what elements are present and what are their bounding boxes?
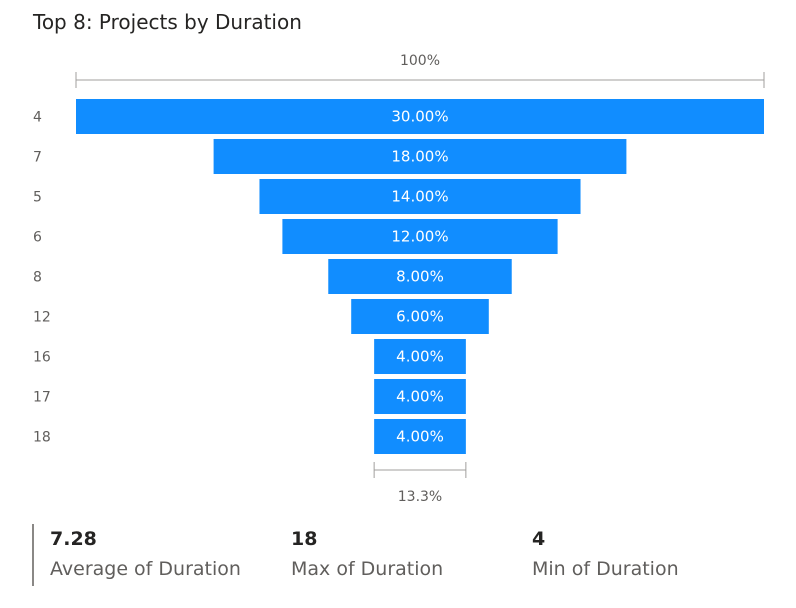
kpi-label: Max of Duration <box>291 558 444 580</box>
category-label: 8 <box>33 270 42 286</box>
kpi-max-duration: 18 Max of Duration <box>291 528 443 582</box>
bar-data-label: 18.00% <box>391 148 448 166</box>
category-label: 5 <box>33 190 42 206</box>
chart-title: Top 8: Projects by Duration <box>33 10 302 34</box>
category-label: 18 <box>33 430 51 446</box>
category-label: 7 <box>33 150 42 166</box>
category-label: 6 <box>33 230 42 246</box>
kpi-value: 4 <box>532 528 546 550</box>
bar-data-label: 30.00% <box>391 108 448 126</box>
bottom-percent-label: 13.3% <box>398 489 442 505</box>
funnel-bar[interactable] <box>259 179 581 214</box>
category-label: 16 <box>33 350 51 366</box>
funnel-bar[interactable] <box>76 99 764 134</box>
funnel-bar[interactable] <box>374 419 466 454</box>
kpi-min-duration: 4 Min of Duration <box>532 528 679 582</box>
bar-data-label: 12.00% <box>391 228 448 246</box>
kpi-value: 7.28 <box>50 528 97 550</box>
funnel-bar[interactable] <box>213 139 627 174</box>
category-label: 4 <box>33 110 42 126</box>
top-bracket: 100% <box>75 53 765 88</box>
category-label: 17 <box>33 390 51 406</box>
funnel-bar[interactable] <box>374 339 466 374</box>
funnel-bar[interactable] <box>374 379 466 414</box>
bar-data-label: 14.00% <box>391 188 448 206</box>
funnel-bar[interactable] <box>328 259 512 294</box>
funnel-chart: 100% 4 30.00% 7 18.00% 5 14.00% 6 12.00% 8 8.00% 1… <box>33 53 765 505</box>
funnel-bar[interactable] <box>351 299 489 334</box>
bar-data-label: 6.00% <box>396 308 444 326</box>
bar-data-label: 8.00% <box>396 268 444 286</box>
funnel-rows: 4 30.00% 7 18.00% 5 14.00% 6 12.00% 8 8.00% 12 6.00… <box>33 99 764 454</box>
bar-data-label: 4.00% <box>396 388 444 406</box>
bar-data-label: 4.00% <box>396 348 444 366</box>
kpi-row: 7.28 Average of Duration 18 Max of Durat… <box>32 524 774 586</box>
kpi-label: Min of Duration <box>532 558 679 580</box>
kpi-value: 18 <box>291 528 318 550</box>
top-percent-label: 100% <box>400 53 440 69</box>
bar-data-label: 4.00% <box>396 428 444 446</box>
kpi-average-duration: 7.28 Average of Duration <box>50 528 241 582</box>
kpi-label: Average of Duration <box>50 558 241 580</box>
funnel-bar[interactable] <box>282 219 558 254</box>
category-label: 12 <box>33 310 51 326</box>
bottom-bracket: 13.3% <box>373 462 467 505</box>
